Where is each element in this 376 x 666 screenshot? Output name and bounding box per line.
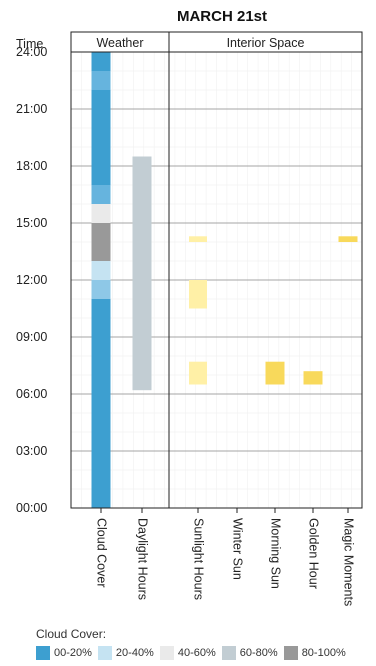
y-tick-label: 21:00 [16,102,47,116]
cloud-cover-segment [91,261,111,280]
golden-hour-bar [303,371,323,385]
column-label: Morning Sun [269,518,283,589]
cloud-cover-segment [91,242,111,261]
magic-moments-bar [338,236,358,242]
sunlight-hours-bar [189,280,207,309]
column-labels: Cloud Cover Daylight Hours Sunlight Hours W… [95,518,356,606]
chart-title: MARCH 21st [177,8,267,25]
y-tick-label: 00:00 [16,501,47,515]
y-axis-label: Time [16,37,43,51]
y-tick-label: 12:00 [16,273,47,287]
cloud-cover-segment [91,299,111,508]
cloud-cover-segment [91,185,111,204]
bars [91,52,358,508]
legend-swatch [159,646,174,660]
cloud-cover-segment [91,71,111,90]
morning-sun-bar [265,361,285,385]
column-label: Cloud Cover [95,518,109,587]
y-tick-labels: 24:00 21:00 18:00 15:00 12:00 09:00 06:00 03:00… [16,45,47,515]
y-tick-label: 18:00 [16,159,47,173]
legend-item: 00-20% [36,646,92,660]
grid [70,51,363,509]
legend: Cloud Cover: 00-20% 20-40% 40-60% 60-80% 80-… [36,627,346,660]
legend-label: 40-60% [177,647,216,659]
cloud-cover-segment [91,90,111,185]
legend-label: 80-100% [301,647,346,659]
column-label: Golden Hour [307,518,321,589]
legend-label: 60-80% [239,647,278,659]
legend-item: 80-100% [283,646,346,660]
cloud-cover-segment [91,280,111,299]
daylight-hours-bar [132,156,152,391]
y-tick-label: 06:00 [16,387,47,401]
y-tick-label: 15:00 [16,216,47,230]
legend-items: 00-20% 20-40% 40-60% 60-80% 80-100% [36,646,346,660]
group-headers: Weather Interior Space [96,36,304,50]
cloud-cover-segment [91,223,111,242]
legend-label: 20-40% [115,647,154,659]
legend-swatch [36,646,50,660]
group-header: Weather [96,36,143,50]
legend-swatch [97,646,112,660]
plot-border [70,31,363,509]
column-label: Magic Moments [342,518,356,606]
group-header: Interior Space [227,36,305,50]
legend-swatch [283,646,298,660]
column-label: Sunlight Hours [192,518,206,600]
legend-item: 20-40% [97,646,154,660]
legend-title: Cloud Cover: [36,627,107,641]
cloud-cover-segment [91,52,111,71]
legend-item: 40-60% [159,646,216,660]
y-tick-label: 03:00 [16,444,47,458]
chart-frame [70,31,363,513]
column-label: Daylight Hours [136,518,150,600]
sunlight-hours-bar [189,236,207,242]
cloud-cover-segment [91,204,111,223]
legend-item: 60-80% [221,646,278,660]
column-label: Winter Sun [231,518,245,580]
sunlight-hours-bar [189,361,207,385]
legend-label: 00-20% [54,647,92,659]
y-tick-label: 09:00 [16,330,47,344]
y-tick-label: 24:00 [16,45,47,59]
legend-swatch [221,646,236,660]
